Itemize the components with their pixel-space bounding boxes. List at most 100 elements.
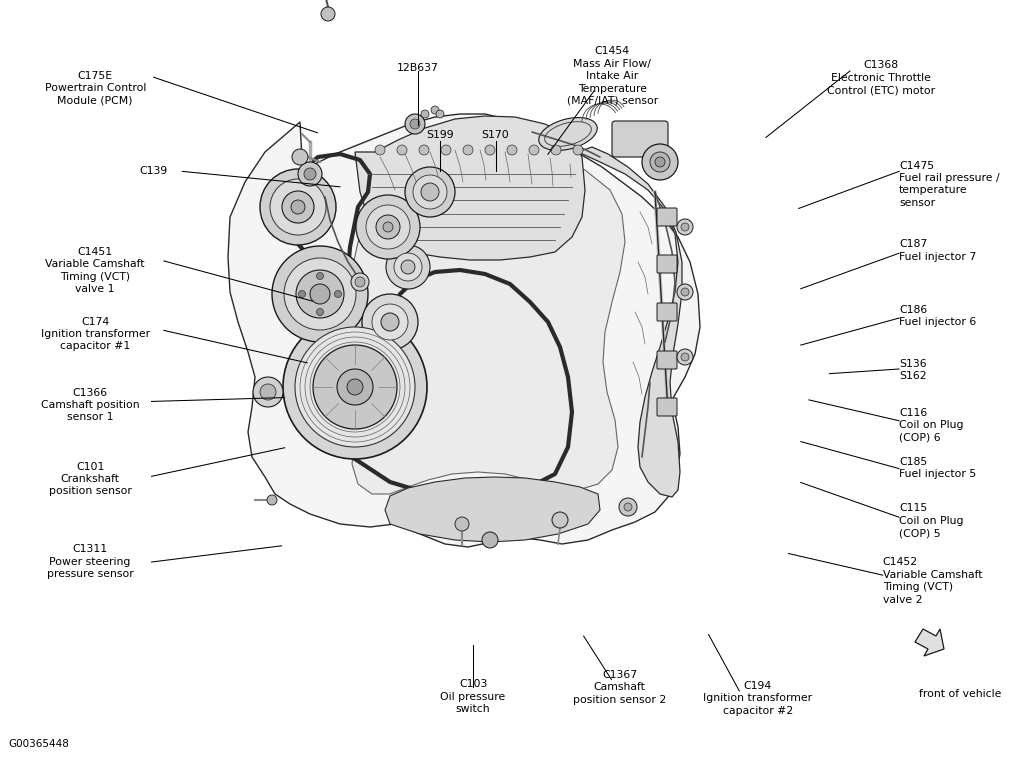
Polygon shape — [355, 116, 585, 260]
Circle shape — [313, 345, 397, 429]
Circle shape — [375, 145, 385, 155]
Text: C174
Ignition transformer
capacitor #1: C174 Ignition transformer capacitor #1 — [41, 317, 150, 351]
Circle shape — [650, 152, 670, 172]
FancyBboxPatch shape — [657, 351, 677, 369]
Circle shape — [284, 258, 356, 330]
Text: C139: C139 — [139, 167, 168, 176]
Circle shape — [260, 169, 336, 245]
Text: S136
S162: S136 S162 — [899, 359, 927, 381]
Circle shape — [618, 498, 637, 516]
Text: C185
Fuel injector 5: C185 Fuel injector 5 — [899, 457, 976, 479]
Circle shape — [419, 145, 429, 155]
Circle shape — [362, 294, 418, 350]
Polygon shape — [352, 147, 625, 494]
Ellipse shape — [539, 117, 597, 151]
Circle shape — [507, 145, 517, 155]
FancyBboxPatch shape — [657, 208, 677, 226]
Circle shape — [421, 183, 439, 201]
Circle shape — [413, 175, 447, 209]
Circle shape — [298, 162, 322, 186]
Text: C1454
Mass Air Flow/
Intake Air
Temperature
(MAF/IAT) sensor: C1454 Mass Air Flow/ Intake Air Temperat… — [566, 46, 658, 106]
Circle shape — [292, 149, 308, 165]
Circle shape — [267, 495, 278, 505]
Circle shape — [366, 205, 410, 249]
Circle shape — [347, 379, 362, 395]
Circle shape — [335, 290, 341, 297]
Circle shape — [376, 215, 400, 239]
Circle shape — [552, 512, 568, 528]
Circle shape — [386, 245, 430, 289]
Circle shape — [485, 145, 495, 155]
Circle shape — [291, 200, 305, 214]
Polygon shape — [385, 477, 600, 542]
Polygon shape — [915, 629, 944, 656]
Circle shape — [431, 106, 439, 114]
Circle shape — [296, 270, 344, 318]
Circle shape — [681, 288, 689, 296]
Circle shape — [436, 110, 444, 118]
Circle shape — [295, 327, 415, 447]
Text: C115
Coil on Plug
(COP) 5: C115 Coil on Plug (COP) 5 — [899, 503, 964, 538]
Circle shape — [272, 246, 368, 342]
Text: C1452
Variable Camshaft
Timing (VCT)
valve 2: C1452 Variable Camshaft Timing (VCT) val… — [883, 557, 982, 604]
Text: C101
Crankshaft
position sensor: C101 Crankshaft position sensor — [49, 462, 131, 496]
Circle shape — [356, 195, 420, 259]
Circle shape — [642, 144, 678, 180]
Circle shape — [421, 110, 429, 118]
Circle shape — [455, 517, 469, 531]
FancyBboxPatch shape — [657, 255, 677, 273]
Text: C186
Fuel injector 6: C186 Fuel injector 6 — [899, 305, 976, 327]
Circle shape — [482, 532, 498, 548]
Text: C1475
Fuel rail pressure /
temperature
sensor: C1475 Fuel rail pressure / temperature s… — [899, 161, 999, 208]
Text: G00365448: G00365448 — [8, 739, 69, 749]
Text: 12B637: 12B637 — [397, 63, 438, 73]
Circle shape — [551, 145, 561, 155]
Polygon shape — [228, 114, 700, 547]
FancyBboxPatch shape — [657, 303, 677, 321]
Circle shape — [304, 168, 316, 180]
Circle shape — [463, 145, 473, 155]
Circle shape — [270, 179, 326, 235]
Polygon shape — [578, 147, 682, 497]
Text: C103
Oil pressure
switch: C103 Oil pressure switch — [440, 679, 506, 714]
Text: C1368
Electronic Throttle
Control (ETC) motor: C1368 Electronic Throttle Control (ETC) … — [826, 60, 935, 95]
Text: C1451
Variable Camshaft
Timing (VCT)
valve 1: C1451 Variable Camshaft Timing (VCT) val… — [45, 247, 145, 294]
Circle shape — [401, 260, 415, 274]
Text: C1367
Camshaft
position sensor 2: C1367 Camshaft position sensor 2 — [572, 670, 667, 705]
Circle shape — [677, 349, 693, 365]
Circle shape — [299, 290, 305, 297]
Circle shape — [394, 253, 422, 281]
Text: C1366
Camshaft position
sensor 1: C1366 Camshaft position sensor 1 — [41, 388, 139, 422]
Circle shape — [624, 503, 632, 511]
Circle shape — [337, 369, 373, 405]
Circle shape — [316, 309, 324, 316]
Text: C187
Fuel injector 7: C187 Fuel injector 7 — [899, 239, 976, 262]
Circle shape — [355, 277, 365, 287]
Circle shape — [406, 167, 455, 217]
Circle shape — [351, 273, 369, 291]
Circle shape — [260, 384, 276, 400]
Circle shape — [321, 7, 335, 21]
Circle shape — [677, 219, 693, 235]
FancyBboxPatch shape — [612, 121, 668, 157]
Text: S199: S199 — [427, 130, 454, 140]
Circle shape — [310, 284, 330, 304]
Circle shape — [681, 223, 689, 231]
Circle shape — [441, 145, 451, 155]
Circle shape — [677, 284, 693, 300]
Circle shape — [406, 114, 425, 134]
Circle shape — [283, 315, 427, 459]
Text: C194
Ignition transformer
capacitor #2: C194 Ignition transformer capacitor #2 — [703, 681, 812, 716]
Circle shape — [410, 119, 420, 129]
Text: C1311
Power steering
pressure sensor: C1311 Power steering pressure sensor — [47, 544, 133, 579]
Circle shape — [397, 145, 407, 155]
Text: C175E
Powertrain Control
Module (PCM): C175E Powertrain Control Module (PCM) — [45, 71, 145, 106]
Circle shape — [253, 377, 283, 407]
Circle shape — [573, 145, 583, 155]
Text: front of vehicle: front of vehicle — [920, 689, 1001, 699]
Circle shape — [529, 145, 539, 155]
FancyBboxPatch shape — [657, 398, 677, 416]
Circle shape — [282, 191, 314, 223]
Circle shape — [381, 313, 399, 331]
Text: S170: S170 — [481, 130, 510, 140]
